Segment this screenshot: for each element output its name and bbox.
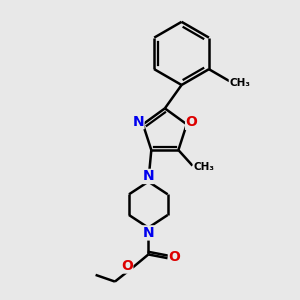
Text: N: N (132, 115, 144, 129)
Text: O: O (186, 116, 197, 129)
Text: O: O (168, 250, 180, 264)
Text: N: N (142, 169, 154, 183)
Text: CH₃: CH₃ (193, 162, 214, 172)
Text: CH₃: CH₃ (229, 78, 250, 88)
Text: O: O (121, 259, 133, 273)
Text: N: N (142, 226, 154, 240)
